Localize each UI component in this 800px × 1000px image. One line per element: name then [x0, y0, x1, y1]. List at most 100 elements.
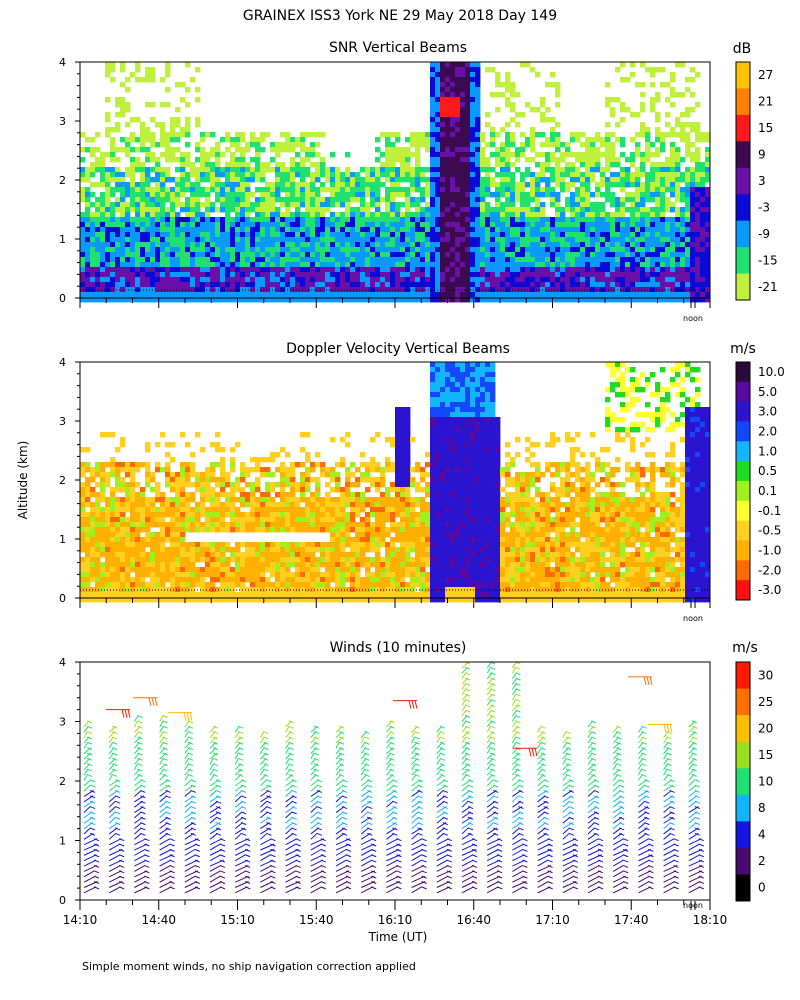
snr-cell [580, 177, 586, 183]
doppler-cell [110, 507, 116, 513]
snr-cell [455, 297, 461, 303]
doppler-cell [145, 497, 151, 503]
snr-cell [445, 167, 451, 173]
snr-cell [490, 252, 496, 258]
doppler-cell [170, 522, 176, 528]
snr-cell [110, 202, 116, 208]
snr-cell [275, 207, 281, 213]
snr-cell [675, 197, 681, 203]
snr-cell [395, 207, 401, 213]
snr-cell [650, 67, 656, 73]
snr-cell [285, 272, 291, 278]
doppler-cell [95, 567, 101, 573]
snr-cell [335, 237, 341, 243]
snr-cell [205, 262, 211, 268]
snr-cell [355, 192, 361, 198]
snr-cell [430, 142, 436, 148]
snr-cell [90, 212, 96, 218]
snr-cell [490, 207, 496, 213]
snr-cell [525, 297, 531, 303]
snr-cell [465, 212, 471, 218]
snr-cell [585, 267, 591, 273]
doppler-cell [165, 467, 171, 473]
snr-cell [460, 82, 466, 88]
snr-cell [115, 172, 121, 178]
snr-cell [435, 197, 441, 203]
snr-cell [390, 297, 396, 303]
doppler-cell [135, 502, 141, 508]
snr-cell [165, 217, 171, 223]
snr-cell [450, 222, 456, 228]
snr-cell [705, 197, 711, 203]
snr-cell [650, 167, 656, 173]
colorbar-label: 21 [758, 95, 773, 109]
snr-cell [450, 267, 456, 273]
snr-cell [150, 167, 156, 173]
snr-cell [245, 277, 251, 283]
snr-cell [670, 237, 676, 243]
doppler-cell [85, 522, 91, 528]
snr-cell [155, 242, 161, 248]
snr-cell [645, 272, 651, 278]
snr-cell [165, 212, 171, 218]
snr-cell [400, 152, 406, 158]
snr-cell [445, 252, 451, 258]
snr-cell [135, 67, 141, 73]
snr-cell [105, 237, 111, 243]
snr-cell [550, 267, 556, 273]
snr-cell [365, 177, 371, 183]
snr-cell [370, 282, 376, 288]
snr-cell [615, 212, 621, 218]
snr-cell [430, 267, 436, 273]
snr-cell [510, 267, 516, 273]
snr-cell [440, 132, 446, 138]
snr-cell [245, 177, 251, 183]
snr-cell [245, 257, 251, 263]
snr-cell [455, 107, 461, 113]
snr-cell [205, 192, 211, 198]
snr-cell [165, 192, 171, 198]
doppler-cell [140, 597, 146, 603]
snr-cell [640, 62, 646, 68]
snr-cell [445, 197, 451, 203]
snr-cell [385, 282, 391, 288]
snr-cell [655, 192, 661, 198]
snr-cell [495, 212, 501, 218]
snr-cell [290, 202, 296, 208]
snr-cell [600, 292, 606, 298]
doppler-cell [120, 562, 126, 568]
doppler-cell [175, 497, 181, 503]
snr-cell [290, 187, 296, 193]
snr-cell [120, 222, 126, 228]
snr-cell [440, 177, 446, 183]
snr-cell [565, 267, 571, 273]
doppler-cell [130, 567, 136, 573]
snr-cell [595, 192, 601, 198]
snr-cell [485, 232, 491, 238]
snr-cell [530, 67, 536, 73]
snr-cell [475, 252, 481, 258]
snr-cell [445, 152, 451, 158]
snr-cell [485, 277, 491, 283]
snr-cell [535, 207, 541, 213]
snr-cell [365, 167, 371, 173]
doppler-cell [215, 597, 221, 603]
snr-cell [545, 162, 551, 168]
snr-cell [600, 152, 606, 158]
snr-cell [110, 252, 116, 258]
snr-cell [510, 292, 516, 298]
doppler-cell [135, 557, 141, 563]
snr-cell [690, 232, 696, 238]
snr-cell [535, 217, 541, 223]
snr-cell [640, 102, 646, 108]
snr-cell [415, 282, 421, 288]
snr-cell [445, 102, 451, 108]
snr-cell [355, 177, 361, 183]
snr-cell [425, 257, 431, 263]
snr-cell [245, 232, 251, 238]
snr-cell [130, 197, 136, 203]
snr-cell [495, 132, 501, 138]
snr-cell [530, 212, 536, 218]
doppler-cell [205, 587, 211, 593]
snr-cell [325, 232, 331, 238]
